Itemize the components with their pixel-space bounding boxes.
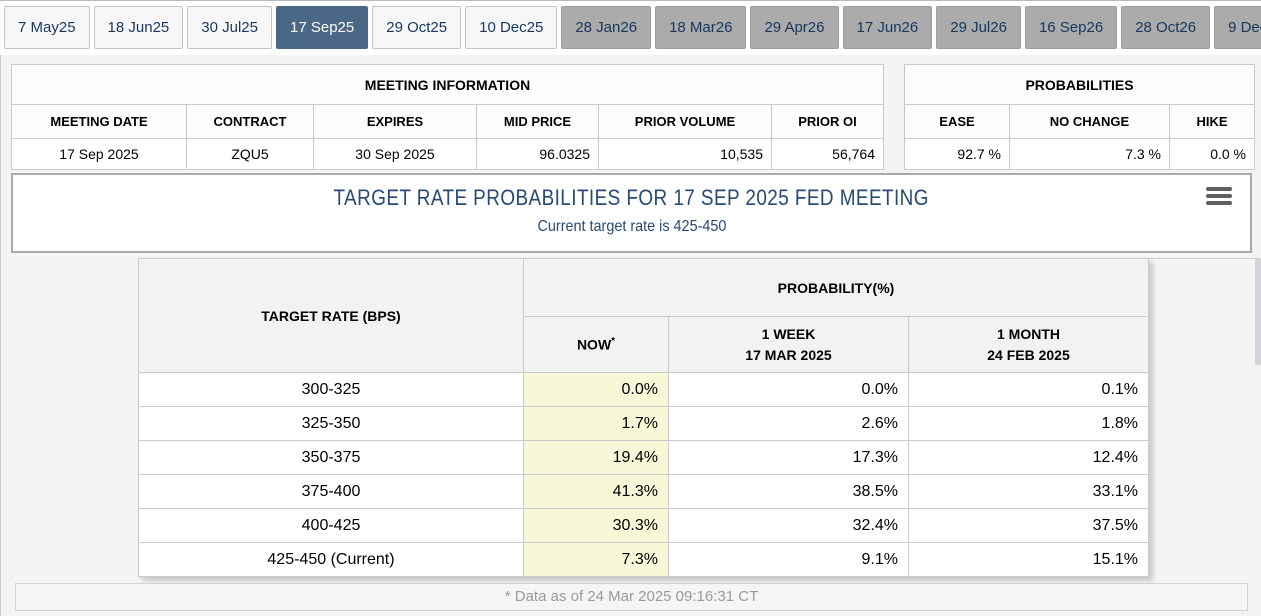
- prior-volume-header: PRIOR VOLUME: [598, 104, 772, 139]
- table-row: 400-425 30.3% 32.4% 37.5%: [138, 508, 1150, 543]
- meeting-information-table: MEETING INFORMATION MEETING DATE CONTRAC…: [11, 64, 884, 170]
- now-probability-cell: 19.4%: [523, 440, 669, 475]
- probabilities-summary-row: 92.7 % 7.3 % 0.0 %: [904, 138, 1255, 170]
- tab-28-jan26[interactable]: 28 Jan26: [561, 6, 652, 49]
- contract-value: ZQU5: [186, 138, 314, 170]
- expires-header: EXPIRES: [313, 104, 477, 139]
- month-probability-cell: 37.5%: [907, 508, 1150, 543]
- chart-subtitle: Current target rate is 425-450: [537, 218, 726, 235]
- now-probability-cell: 41.3%: [523, 474, 669, 509]
- now-probability-cell: 7.3%: [523, 542, 669, 577]
- now-column-header: NOW*: [523, 316, 669, 373]
- main-container: MEETING INFORMATION MEETING DATE CONTRAC…: [0, 55, 1261, 616]
- month-probability-cell: 0.1%: [907, 372, 1150, 407]
- tab-29-apr26[interactable]: 29 Apr26: [750, 6, 839, 49]
- meeting-date-tabbar: 7 May25 18 Jun25 30 Jul25 17 Sep25 29 Oc…: [0, 0, 1261, 49]
- month-probability-cell: 15.1%: [907, 542, 1150, 577]
- meeting-information-title: MEETING INFORMATION: [11, 64, 884, 105]
- now-probability-cell: 30.3%: [523, 508, 669, 543]
- chart-title: TARGET RATE PROBABILITIES FOR 17 SEP 202…: [333, 185, 930, 210]
- week-probability-cell: 2.6%: [668, 406, 909, 441]
- one-month-column-header: 1 MONTH 24 FEB 2025: [907, 316, 1150, 373]
- tab-9-dec26[interactable]: 9 Dec26: [1214, 6, 1261, 49]
- probability-percent-header: PROBABILITY(%): [522, 258, 1150, 317]
- target-rate-bps-header: TARGET RATE (BPS): [138, 258, 524, 373]
- target-rate-cell: 425-450 (Current): [138, 542, 524, 577]
- chart-header-box: TARGET RATE PROBABILITIES FOR 17 SEP 202…: [11, 173, 1252, 253]
- vertical-scrollbar-thumb[interactable]: [1255, 259, 1261, 365]
- tab-18-jun25[interactable]: 18 Jun25: [93, 6, 184, 49]
- tab-7-may25[interactable]: 7 May25: [4, 6, 90, 49]
- hike-header: HIKE: [1169, 104, 1255, 139]
- table-row: 375-400 41.3% 38.5% 33.1%: [138, 474, 1150, 509]
- table-row: 300-325 0.0% 0.0% 0.1%: [138, 372, 1150, 407]
- mid-price-value: 96.0325: [476, 138, 599, 170]
- target-rate-cell: 300-325: [138, 372, 524, 407]
- target-rate-cell: 375-400: [138, 474, 524, 509]
- now-asterisk: *: [611, 335, 616, 347]
- week-probability-cell: 17.3%: [668, 440, 909, 475]
- week-probability-cell: 0.0%: [668, 372, 909, 407]
- tab-17-sep25-active[interactable]: 17 Sep25: [276, 6, 369, 49]
- table-row: 350-375 19.4% 17.3% 12.4%: [138, 440, 1150, 475]
- week-probability-cell: 32.4%: [668, 508, 909, 543]
- meeting-date-header: MEETING DATE: [11, 104, 187, 139]
- tab-29-jul26[interactable]: 29 Jul26: [936, 6, 1021, 49]
- table-row-current: 425-450 (Current) 7.3% 9.1% 15.1%: [138, 542, 1150, 577]
- tab-18-mar26[interactable]: 18 Mar26: [655, 6, 747, 49]
- probabilities-summary-table: PROBABILITIES EASE NO CHANGE HIKE 92.7 %…: [904, 64, 1255, 170]
- tab-17-jun26[interactable]: 17 Jun26: [842, 6, 933, 49]
- tab-10-dec25[interactable]: 10 Dec25: [465, 6, 558, 49]
- data-as-of-footnote: * Data as of 24 Mar 2025 09:16:31 CT: [15, 583, 1248, 611]
- no-change-header: NO CHANGE: [1009, 104, 1170, 139]
- target-rate-probability-table: TARGET RATE (BPS) PROBABILITY(%) NOW* 1 …: [138, 258, 1150, 577]
- contract-header: CONTRACT: [186, 104, 314, 139]
- meeting-information-row: 17 Sep 2025 ZQU5 30 Sep 2025 96.0325 10,…: [11, 138, 884, 170]
- month-probability-cell: 1.8%: [907, 406, 1150, 441]
- ease-value: 92.7 %: [904, 138, 1010, 170]
- week-probability-cell: 38.5%: [668, 474, 909, 509]
- tab-28-oct26[interactable]: 28 Oct26: [1121, 6, 1211, 49]
- probabilities-title: PROBABILITIES: [904, 64, 1255, 105]
- chart-menu-hamburger-icon[interactable]: [1206, 187, 1232, 207]
- tab-16-sep26[interactable]: 16 Sep26: [1024, 6, 1118, 49]
- target-rate-cell: 400-425: [138, 508, 524, 543]
- month-probability-cell: 33.1%: [907, 474, 1150, 509]
- meeting-date-value: 17 Sep 2025: [11, 138, 187, 170]
- target-rate-cell: 350-375: [138, 440, 524, 475]
- tab-29-oct25[interactable]: 29 Oct25: [372, 6, 462, 49]
- table-row: 325-350 1.7% 2.6% 1.8%: [138, 406, 1150, 441]
- mid-price-header: MID PRICE: [476, 104, 599, 139]
- ease-header: EASE: [904, 104, 1010, 139]
- prior-oi-header: PRIOR OI: [771, 104, 884, 139]
- one-week-column-header: 1 WEEK 17 MAR 2025: [668, 316, 909, 373]
- week-probability-cell: 9.1%: [668, 542, 909, 577]
- target-rate-cell: 325-350: [138, 406, 524, 441]
- month-probability-cell: 12.4%: [907, 440, 1150, 475]
- no-change-value: 7.3 %: [1009, 138, 1170, 170]
- tab-30-jul25[interactable]: 30 Jul25: [187, 6, 272, 49]
- prior-oi-value: 56,764: [771, 138, 884, 170]
- now-probability-cell: 0.0%: [523, 372, 669, 407]
- prior-volume-value: 10,535: [598, 138, 772, 170]
- expires-value: 30 Sep 2025: [313, 138, 477, 170]
- hike-value: 0.0 %: [1169, 138, 1255, 170]
- now-probability-cell: 1.7%: [523, 406, 669, 441]
